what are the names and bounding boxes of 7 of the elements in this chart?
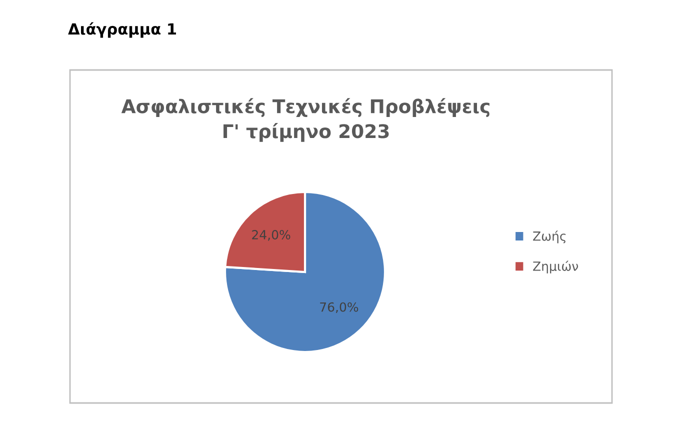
chart-title: Ασφαλιστικές Τεχνικές Προβλέψεις Γ' τρίμηνο 2023 <box>121 98 490 142</box>
data-label: 24,0% <box>252 230 290 241</box>
data-label: 76,0% <box>320 302 358 314</box>
text: Διάγραμμα 1 <box>68 22 176 38</box>
legend-label: Ζωής <box>533 230 566 244</box>
legend-label: Ζημιών <box>533 260 578 274</box>
pie-slice <box>224 190 386 354</box>
